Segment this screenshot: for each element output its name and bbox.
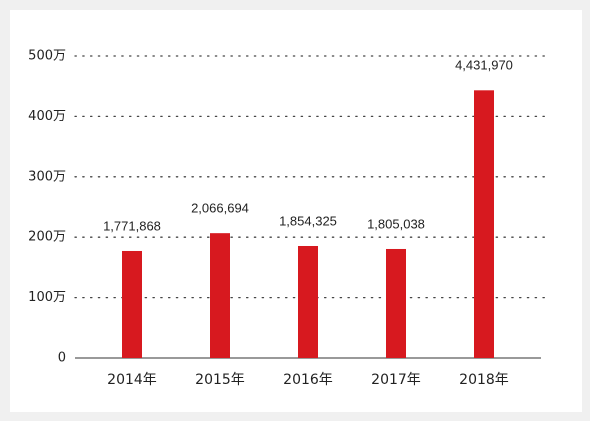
bar [122,250,142,358]
bar [210,233,230,358]
y-tick-label: 0 [58,351,66,366]
y-tick-label: 100万 [28,290,66,305]
value-label: 1,854,325 [279,213,337,228]
y-tick-label: 200万 [28,230,66,245]
x-tick-label: 2018年 [459,372,509,388]
x-tick-label: 2017年 [371,372,421,388]
bar [474,90,494,358]
value-label: 1,805,038 [367,216,425,231]
x-tick-label: 2015年 [195,372,245,388]
value-label: 2,066,694 [191,201,249,216]
bar [386,248,406,358]
x-tick-label: 2016年 [283,372,333,388]
y-tick-label: 300万 [28,169,66,184]
y-tick-label: 400万 [28,109,66,124]
value-label: 4,431,970 [455,58,513,73]
value-label: 1,771,868 [103,218,161,233]
bar [298,245,318,358]
x-tick-label: 2014年 [107,372,157,388]
y-tick-label: 500万 [28,49,66,64]
